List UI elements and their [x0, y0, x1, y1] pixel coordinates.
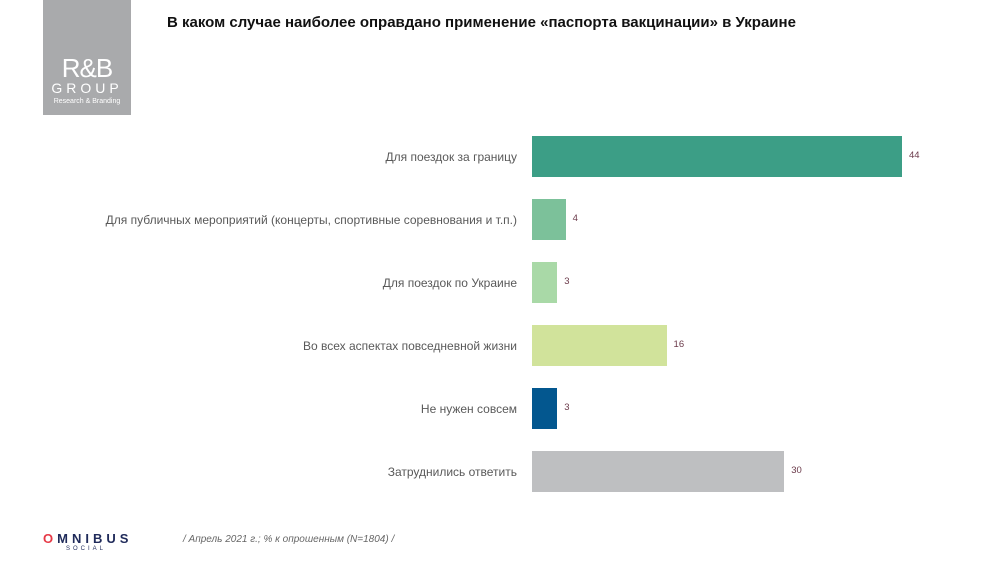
- omnibus-logo-o: O: [43, 531, 58, 546]
- logo-subtitle: Research & Branding: [53, 98, 121, 105]
- omnibus-logo-text: MNIBUS: [57, 531, 133, 546]
- data-label: 3: [564, 402, 570, 413]
- data-label: 4: [572, 213, 578, 224]
- data-label: 44: [909, 150, 920, 161]
- chart-title: В каком случае наиболее оправдано примен…: [167, 14, 796, 31]
- bar: [532, 136, 902, 177]
- bar: [532, 262, 558, 303]
- data-label: 16: [673, 339, 685, 350]
- omnibus-logo-sub: SOCIAL: [66, 546, 107, 552]
- logo-group: GROUP: [51, 80, 123, 96]
- category-label: Для поездок за границу: [385, 149, 517, 164]
- data-label: 30: [791, 465, 802, 476]
- logo-text: R&B: [61, 53, 113, 83]
- category-label: Для поездок по Украине: [382, 275, 517, 290]
- footnote: / Апрель 2021 г.; % к опрошенным (N=1804…: [183, 534, 395, 545]
- category-label: Затруднились ответить: [387, 464, 517, 479]
- rb-group-logo: R&B GROUP Research & Branding: [43, 0, 131, 115]
- category-label: Не нужен совсем: [420, 401, 517, 416]
- bar: [532, 388, 558, 429]
- bar: [532, 451, 785, 492]
- category-label: Во всех аспектах повседневной жизни: [303, 338, 517, 353]
- category-label: Для публичных мероприятий (концерты, спо…: [105, 212, 517, 227]
- bar: [532, 325, 667, 366]
- data-label: 3: [564, 276, 570, 287]
- bar: [532, 199, 566, 240]
- omnibus-logo: OMNIBUS: [43, 531, 132, 546]
